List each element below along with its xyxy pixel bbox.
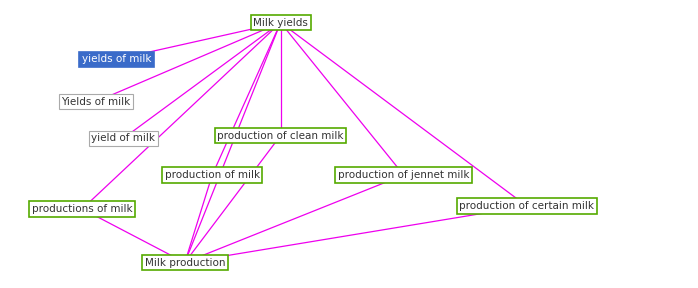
- Text: production of clean milk: production of clean milk: [217, 130, 344, 141]
- Text: Milk production: Milk production: [144, 257, 225, 268]
- Text: yields of milk: yields of milk: [82, 54, 151, 64]
- Text: production of jennet milk: production of jennet milk: [338, 170, 470, 180]
- Text: yield of milk: yield of milk: [91, 133, 155, 143]
- Text: Milk yields: Milk yields: [253, 18, 308, 28]
- Text: production of milk: production of milk: [165, 170, 260, 180]
- Text: Yields of milk: Yields of milk: [61, 97, 131, 107]
- Text: production of certain milk: production of certain milk: [459, 201, 595, 211]
- Text: productions of milk: productions of milk: [32, 204, 133, 214]
